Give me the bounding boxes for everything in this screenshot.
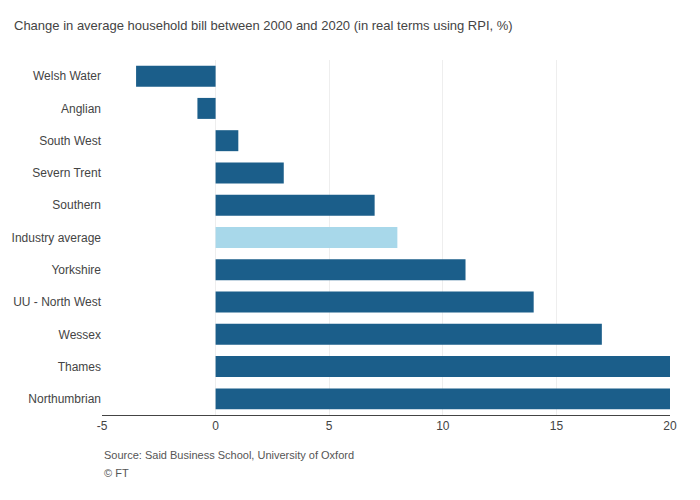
svg-text:UU - North West: UU - North West bbox=[13, 295, 101, 309]
svg-text:Southern: Southern bbox=[52, 198, 101, 212]
svg-text:Welsh Water: Welsh Water bbox=[33, 69, 101, 83]
svg-text:Northumbrian: Northumbrian bbox=[28, 392, 101, 406]
svg-text:Source: Said Business School,: Source: Said Business School, University… bbox=[104, 449, 354, 461]
svg-text:10: 10 bbox=[436, 419, 450, 433]
svg-text:Change in average household bi: Change in average household bill between… bbox=[14, 18, 513, 33]
svg-text:© FT: © FT bbox=[104, 467, 129, 479]
svg-text:South West: South West bbox=[39, 134, 101, 148]
svg-text:Anglian: Anglian bbox=[61, 102, 101, 116]
svg-text:20: 20 bbox=[663, 419, 677, 433]
svg-text:-5: -5 bbox=[97, 419, 108, 433]
svg-text:Thames: Thames bbox=[58, 360, 101, 374]
svg-text:Severn Trent: Severn Trent bbox=[32, 166, 101, 180]
svg-text:Industry average: Industry average bbox=[12, 231, 102, 245]
svg-text:0: 0 bbox=[212, 419, 219, 433]
svg-text:5: 5 bbox=[326, 419, 333, 433]
svg-text:Wessex: Wessex bbox=[59, 328, 101, 342]
svg-text:Yorkshire: Yorkshire bbox=[51, 263, 101, 277]
svg-text:15: 15 bbox=[550, 419, 564, 433]
